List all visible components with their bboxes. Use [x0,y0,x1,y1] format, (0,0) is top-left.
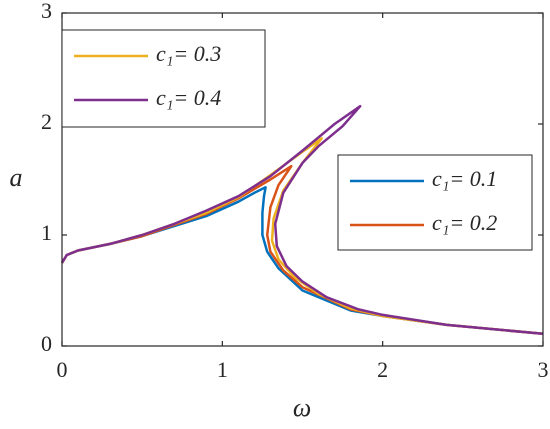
legend-box [61,29,266,128]
y-tick-label: 2 [41,109,52,134]
legend-label: c₁= 0.4 [156,85,221,110]
legend-label: c₁= 0.3 [156,41,221,66]
x-tick-label: 0 [57,357,68,382]
line [60,104,544,336]
x-axis-label: ω [293,393,311,422]
x-tick-label: 2 [377,357,388,382]
y-axis-label: a [10,163,23,192]
legend-box [337,154,533,251]
y-tick-label: 1 [41,220,52,245]
plot-frame [61,12,544,347]
legend-label: c₁= 0.2 [432,210,497,235]
legend-label: c₁= 0.1 [432,166,497,191]
y-tick-label: 3 [41,0,52,23]
y-tick-label: 0 [41,331,52,356]
x-tick-label: 3 [538,357,549,382]
x-tick-label: 1 [217,357,228,382]
